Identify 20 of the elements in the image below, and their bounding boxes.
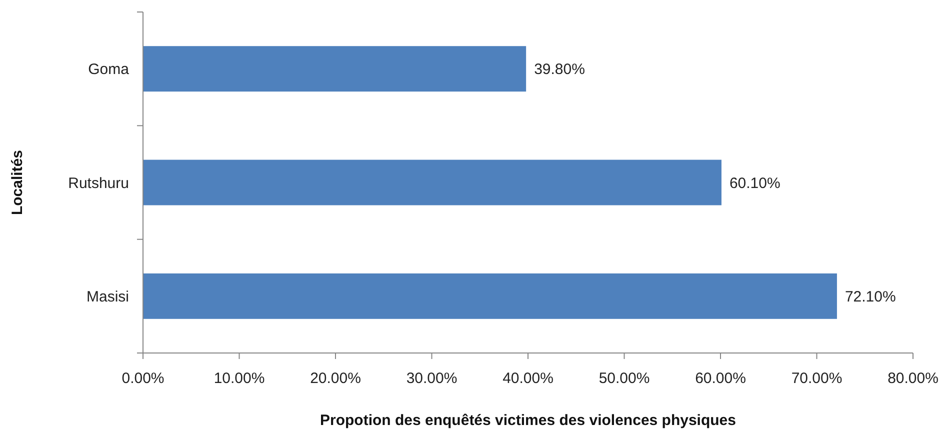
x-axis-title: Propotion des enquêtés victimes des violences physiques [320,412,736,429]
x-tick-label: 20.00% [310,370,361,387]
x-tick-label: 60.00% [695,370,746,387]
data-label: 60.10% [729,174,780,192]
bar [143,46,526,92]
x-tick-label: 30.00% [406,370,458,387]
x-tick-label: 50.00% [598,370,650,387]
x-tick-label: 0.00% [122,370,164,387]
data-label: 39.80% [534,61,585,78]
x-tick-label: 70.00% [791,370,842,387]
y-tick-label: Masisi [86,288,129,306]
bar [143,160,722,206]
y-tick-label: Rutshuru [68,174,129,192]
y-axis-title: Localités [9,150,26,216]
x-tick-label: 10.00% [214,370,265,387]
x-tick-label: 80.00% [888,370,938,387]
y-tick-label: Goma [88,61,130,78]
data-label: 72.10% [844,288,896,306]
x-tick-label: 40.00% [502,370,554,387]
bar [143,273,837,319]
